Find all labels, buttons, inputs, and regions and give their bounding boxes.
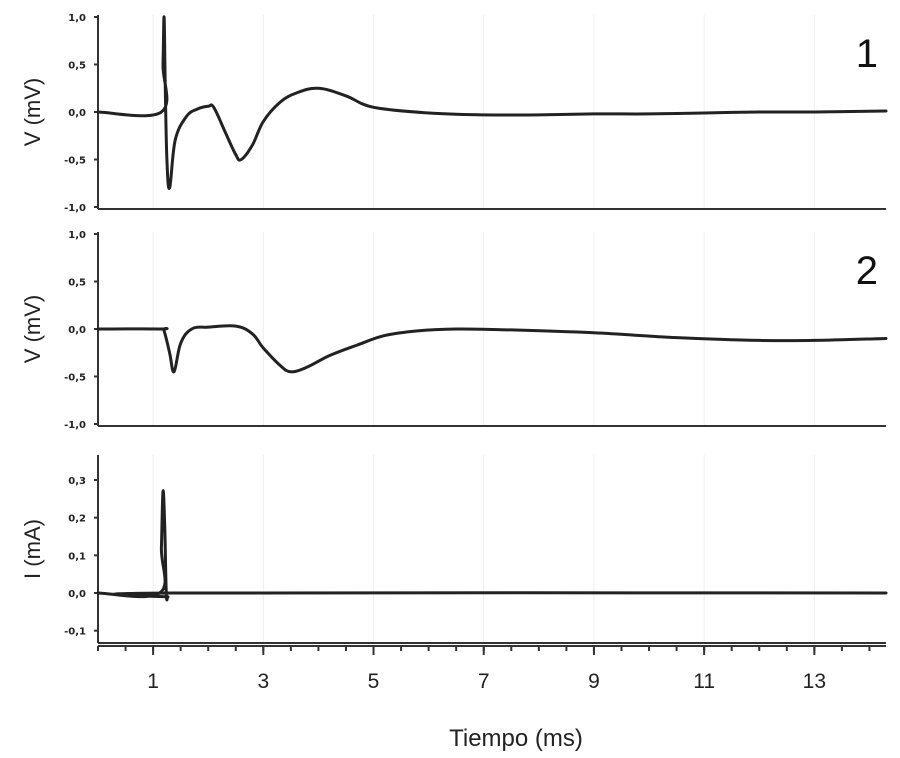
- x-axis-label: Tiempo (ms): [449, 725, 583, 752]
- panel-current: 0,3 0,2 0,1 0,0 -0,1 I (mA): [20, 455, 888, 644]
- y-tick-label: 0,0: [68, 108, 86, 119]
- series-trace: [96, 15, 888, 191]
- x-tick-label: 3: [257, 670, 269, 693]
- y-tick-label: -1,0: [64, 420, 86, 431]
- series-trace: [96, 489, 888, 602]
- panel-2-voltage: 1,0 0,5 0,0 -0,5 -1,0 V (mV) 2: [20, 230, 888, 431]
- x-tick-label: 7: [478, 670, 490, 693]
- y-tick-label: 0,0: [68, 589, 86, 600]
- y-tick-label: -0,5: [64, 373, 86, 384]
- panel-number: 1: [856, 32, 878, 76]
- y-tick-label: 0,5: [68, 278, 86, 289]
- y-axis-label: V (mV): [20, 78, 45, 146]
- y-tick-label: 0,3: [68, 476, 86, 487]
- y-tick-label: 0,0: [68, 325, 86, 336]
- y-tick-label: 1,0: [68, 13, 86, 24]
- x-tick-label: 9: [588, 670, 600, 693]
- panel-1-voltage: 1,0 0,5 0,0 -0,5 -1,0 V (mV) 1: [20, 13, 888, 214]
- y-tick-label: -0,1: [64, 627, 86, 638]
- panel-number: 2: [856, 249, 878, 293]
- x-tick-label: 1: [147, 670, 159, 693]
- y-tick-label: 0,5: [68, 61, 86, 72]
- series-trace: [96, 324, 888, 374]
- y-axis-label: I (mA): [20, 519, 45, 579]
- y-tick-label: 0,2: [68, 514, 86, 525]
- y-tick-label: 0,1: [68, 551, 86, 562]
- y-tick-label: 1,0: [68, 230, 86, 241]
- y-axis-label: V (mV): [20, 295, 45, 363]
- x-tick-label: 5: [368, 670, 380, 693]
- x-tick-label: 13: [803, 670, 826, 693]
- y-tick-label: -1,0: [64, 203, 86, 214]
- x-tick-label: 11: [693, 670, 715, 693]
- y-tick-label: -0,5: [64, 156, 86, 167]
